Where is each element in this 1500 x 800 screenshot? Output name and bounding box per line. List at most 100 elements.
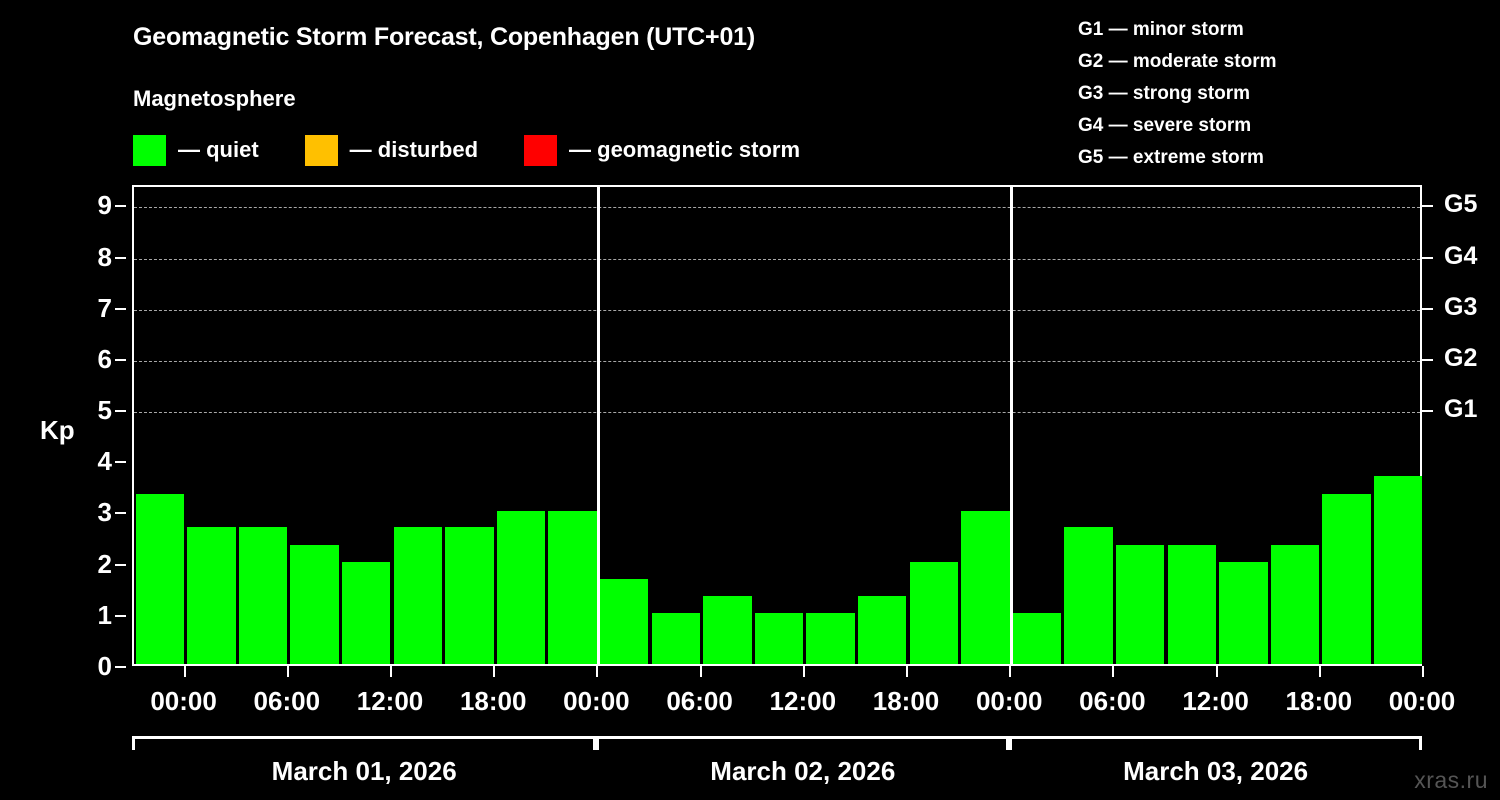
bar bbox=[1270, 544, 1320, 664]
y-tick-label: 0 bbox=[97, 651, 112, 681]
legend-item-disturbed: — disturbed bbox=[304, 132, 479, 168]
y-tick-mark bbox=[115, 512, 126, 515]
day-bracket bbox=[132, 736, 597, 750]
y-axis-left: 0 1 2 3 4 5 6 7 8 9 bbox=[86, 185, 126, 679]
bar bbox=[1219, 561, 1268, 664]
bar bbox=[1373, 476, 1423, 664]
x-tick-mark bbox=[493, 666, 496, 677]
y-tick-label: 1 bbox=[97, 599, 112, 630]
g-tick-label: G5 bbox=[1444, 190, 1478, 219]
gridline bbox=[134, 360, 1420, 362]
day-bracket bbox=[596, 736, 1010, 750]
y-tick-label: 4 bbox=[97, 446, 112, 477]
x-tick-label: 06:00 bbox=[253, 686, 321, 716]
x-tick-mark bbox=[1112, 666, 1115, 677]
plot-area bbox=[132, 185, 1423, 666]
bar bbox=[857, 595, 907, 664]
y-tick-mark bbox=[115, 256, 126, 259]
g-scale-row: G2 — moderate storm bbox=[1078, 51, 1277, 72]
x-tick-label: 00:00 bbox=[563, 686, 630, 716]
x-tick-label: 00:00 bbox=[150, 686, 217, 716]
day-divider bbox=[1009, 187, 1013, 664]
legend-item-quiet: — quiet bbox=[133, 132, 259, 168]
y-tick-label: 3 bbox=[97, 497, 112, 528]
x-tick-mark bbox=[596, 666, 599, 677]
y-tick-label: 2 bbox=[97, 548, 112, 579]
g-tick-mark bbox=[1422, 256, 1433, 259]
y-tick-label: 6 bbox=[97, 343, 112, 374]
plot-inner bbox=[134, 187, 1423, 664]
x-tick-mark bbox=[286, 666, 289, 677]
x-tick-label: 06:00 bbox=[666, 686, 733, 716]
bar bbox=[1012, 612, 1062, 664]
y-tick-label: 7 bbox=[97, 292, 112, 323]
bar bbox=[1115, 544, 1165, 664]
y-tick-mark bbox=[115, 410, 126, 413]
legend-item-storm: — geomagnetic storm bbox=[524, 132, 800, 168]
bar bbox=[703, 595, 752, 664]
g-tick-mark bbox=[1422, 358, 1433, 361]
g-scale-row: G5 — extreme storm bbox=[1078, 147, 1264, 168]
legend-label-quiet: — quiet bbox=[178, 137, 259, 162]
bar bbox=[599, 578, 649, 664]
day-label: March 02, 2026 bbox=[710, 756, 896, 786]
day-label: March 01, 2026 bbox=[271, 756, 457, 786]
day-label: March 03, 2026 bbox=[1123, 756, 1309, 786]
y-tick-mark bbox=[115, 666, 126, 668]
y-tick-label: 9 bbox=[97, 190, 112, 221]
x-tick-label: 18:00 bbox=[459, 686, 527, 716]
bar bbox=[445, 527, 494, 664]
quiet-swatch-icon bbox=[133, 134, 166, 166]
bar bbox=[290, 544, 339, 664]
magnetosphere-legend: — quiet — disturbed — geomagnetic storm bbox=[133, 132, 800, 168]
x-tick-mark bbox=[1009, 666, 1012, 677]
bar bbox=[961, 510, 1010, 664]
x-tick-label: 00:00 bbox=[975, 686, 1043, 716]
gridline bbox=[134, 412, 1420, 414]
day-bracket bbox=[1009, 736, 1422, 750]
g-tick-mark bbox=[1422, 307, 1433, 310]
bar bbox=[909, 561, 959, 664]
y-tick-label: 5 bbox=[97, 395, 112, 426]
legend-heading: Magnetosphere bbox=[133, 86, 296, 111]
y-axis-title: Kp bbox=[40, 415, 75, 445]
g-tick-label: G1 bbox=[1444, 395, 1478, 424]
g-tick-mark bbox=[1422, 205, 1433, 208]
x-tick-label: 00:00 bbox=[1388, 686, 1456, 716]
y-tick-label: 8 bbox=[97, 241, 112, 272]
g-tick-mark bbox=[1422, 410, 1433, 413]
y-tick-mark bbox=[115, 205, 126, 208]
gridline bbox=[134, 258, 1420, 260]
g-tick-label: G2 bbox=[1444, 343, 1478, 372]
x-tick-label: 12:00 bbox=[1182, 686, 1249, 716]
bar bbox=[548, 510, 597, 664]
x-tick-mark bbox=[699, 666, 702, 677]
x-tick-mark bbox=[1215, 666, 1218, 677]
x-tick-label: 06:00 bbox=[1079, 686, 1146, 716]
legend-label-storm: — geomagnetic storm bbox=[569, 137, 801, 162]
g-scale-row: G3 — strong storm bbox=[1078, 83, 1251, 104]
y-tick-mark bbox=[115, 358, 126, 361]
y-tick-mark bbox=[115, 563, 126, 566]
bar bbox=[393, 527, 443, 664]
storm-swatch-icon bbox=[524, 134, 558, 166]
y-tick-mark bbox=[115, 614, 126, 617]
bar bbox=[496, 510, 546, 664]
x-tick-mark bbox=[1422, 666, 1424, 677]
day-divider bbox=[596, 187, 600, 664]
y-axis-right-g-scale: G1 G2 G3 G4 G5 bbox=[1422, 185, 1500, 666]
x-tick-mark bbox=[802, 666, 805, 677]
x-tick-mark bbox=[1318, 666, 1321, 677]
page-title: Geomagnetic Storm Forecast, Copenhagen (… bbox=[133, 23, 755, 51]
bar bbox=[1064, 527, 1113, 664]
legend-label-disturbed: — disturbed bbox=[349, 137, 479, 162]
g-scale-legend: G1 — minor storm G2 — moderate storm G3 … bbox=[1078, 14, 1277, 174]
x-tick-label: 12:00 bbox=[769, 686, 837, 716]
g-tick-label: G4 bbox=[1444, 241, 1478, 270]
g-scale-row: G1 — minor storm bbox=[1078, 19, 1244, 40]
y-tick-mark bbox=[115, 307, 126, 310]
x-tick-label: 12:00 bbox=[356, 686, 424, 716]
x-tick-label: 18:00 bbox=[1285, 686, 1353, 716]
x-tick-mark bbox=[183, 666, 186, 677]
y-tick-mark bbox=[115, 461, 126, 464]
